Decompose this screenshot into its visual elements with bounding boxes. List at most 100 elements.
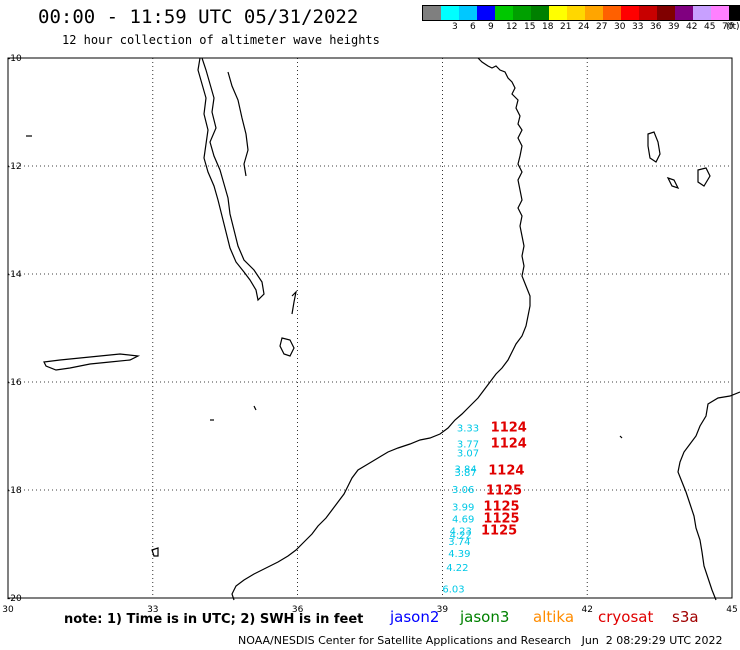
- legend-swatch: [657, 6, 675, 20]
- legend-label: 45: [704, 22, 716, 32]
- longitude-label: 45: [726, 605, 737, 615]
- legend-label: 6: [470, 22, 476, 32]
- satellite-cryosat: cryosat: [598, 608, 654, 626]
- legend-label: 42: [686, 22, 698, 32]
- mainland-coast-path: [231, 57, 531, 601]
- time-stamp: 1125: [481, 523, 517, 538]
- longitude-labels: 30 33 36 39 42 45: [2, 605, 737, 615]
- comoros-island-3: [666, 176, 680, 190]
- latitude-label: -14: [7, 270, 22, 280]
- legend-label: 24: [578, 22, 590, 32]
- coastlines: [26, 57, 740, 601]
- legend-swatch: [675, 6, 693, 20]
- latitude-label: -20: [7, 594, 22, 604]
- legend-swatch: [711, 6, 729, 20]
- satellite-jason3: jason3: [460, 608, 510, 626]
- legend-swatch: [423, 6, 441, 20]
- swh-reading: 3.84: [454, 465, 476, 476]
- swh-reading: 3.77: [457, 439, 479, 450]
- legend-label: 18: [542, 22, 554, 32]
- time-stamp: 1125: [483, 500, 519, 515]
- legend-swatch: [495, 6, 513, 20]
- legend-label: 39: [668, 22, 680, 32]
- grid-lines: [7, 57, 733, 599]
- shire-river-path: [291, 290, 297, 315]
- legend-label: 15: [524, 22, 536, 32]
- swh-reading: 4.69: [452, 514, 474, 525]
- legend-swatch: [549, 6, 567, 20]
- legend-unit: (ft): [726, 22, 740, 32]
- longitude-label: 33: [147, 605, 158, 615]
- madagascar-coast-path: [677, 391, 740, 601]
- latitude-label: -18: [7, 486, 22, 496]
- legend-swatch: [567, 6, 585, 20]
- legend-label: 30: [614, 22, 626, 32]
- swh-reading: 3.74: [448, 537, 470, 548]
- legend-label: 21: [560, 22, 572, 32]
- time-stamp: 1124: [491, 421, 527, 436]
- legend-swatch: [441, 6, 459, 20]
- islet-5: [151, 547, 159, 557]
- time-stamp: 1125: [486, 483, 522, 498]
- swh-reading: 6.03: [442, 585, 464, 596]
- longitude-label: 36: [292, 605, 304, 615]
- latitude-label: -16: [7, 378, 22, 388]
- note-text: note: 1) Time is in UTC; 2) SWH is in fe…: [64, 612, 364, 627]
- legend-swatch: [513, 6, 531, 20]
- islet-4: [619, 435, 623, 439]
- legend-swatch: [459, 6, 477, 20]
- swh-reading: 3.87: [454, 468, 476, 479]
- satellite-s3a: s3a: [672, 608, 699, 626]
- footer-credit: NOAA/NESDIS Center for Satellite Applica…: [238, 634, 723, 647]
- swh-reading: 4.23: [450, 526, 472, 537]
- swh-reading: 4.22: [450, 531, 472, 542]
- swh-reading: 3.06: [452, 485, 474, 496]
- legend-label: 70: [722, 22, 734, 32]
- time-stamp: 1124: [491, 436, 527, 451]
- legend-swatch: [621, 6, 639, 20]
- comoros-island-1: [647, 131, 661, 163]
- legend-swatch: [603, 6, 621, 20]
- swh-reading: 4.39: [448, 549, 470, 560]
- page-subtitle: 12 hour collection of altimeter wave hei…: [62, 33, 380, 47]
- swh-readings: 3.333.773.073.843.873.063.994.694.234.22…: [442, 424, 479, 596]
- color-legend: [422, 5, 740, 21]
- legend-label: 3: [452, 22, 458, 32]
- legend-swatch: [729, 6, 740, 20]
- longitude-label: 30: [2, 605, 14, 615]
- longitude-label: 42: [581, 605, 592, 615]
- latitude-label: -10: [7, 54, 22, 64]
- lake-malawi-path: [197, 57, 265, 302]
- legend-label: 36: [650, 22, 662, 32]
- legend-label: 12: [506, 22, 518, 32]
- legend-swatch: [477, 6, 495, 20]
- latitude-label: -12: [7, 162, 22, 172]
- legend-swatch: [531, 6, 549, 20]
- small-lake-path: [279, 337, 295, 357]
- time-stamp: 1125: [483, 511, 519, 526]
- latitude-labels: -10 -12 -14 -16 -18 -20: [7, 54, 22, 604]
- satellite-jason2: jason2: [390, 608, 440, 626]
- legend-swatch: [693, 6, 711, 20]
- swh-reading: 4.22: [446, 563, 468, 574]
- legend-label: 9: [488, 22, 494, 32]
- longitude-label: 39: [437, 605, 449, 615]
- legend-swatch: [585, 6, 603, 20]
- swh-reading: 3.99: [452, 503, 474, 514]
- time-stamp: 1124: [488, 463, 524, 478]
- legend-label: 33: [632, 22, 644, 32]
- swh-reading: 3.07: [457, 449, 479, 460]
- satellite-altika: altika: [533, 608, 575, 626]
- cahora-bassa-path: [43, 353, 141, 371]
- map-frame: [7, 57, 733, 599]
- legend-swatch: [639, 6, 657, 20]
- swh-reading: 3.33: [457, 424, 479, 435]
- islet-3: [253, 405, 257, 411]
- legend-label: 27: [596, 22, 608, 32]
- comoros-island-2: [697, 167, 711, 187]
- page-title: 00:00 - 11:59 UTC 05/31/2022: [38, 6, 359, 28]
- lake-malawi-east-path: [227, 71, 249, 177]
